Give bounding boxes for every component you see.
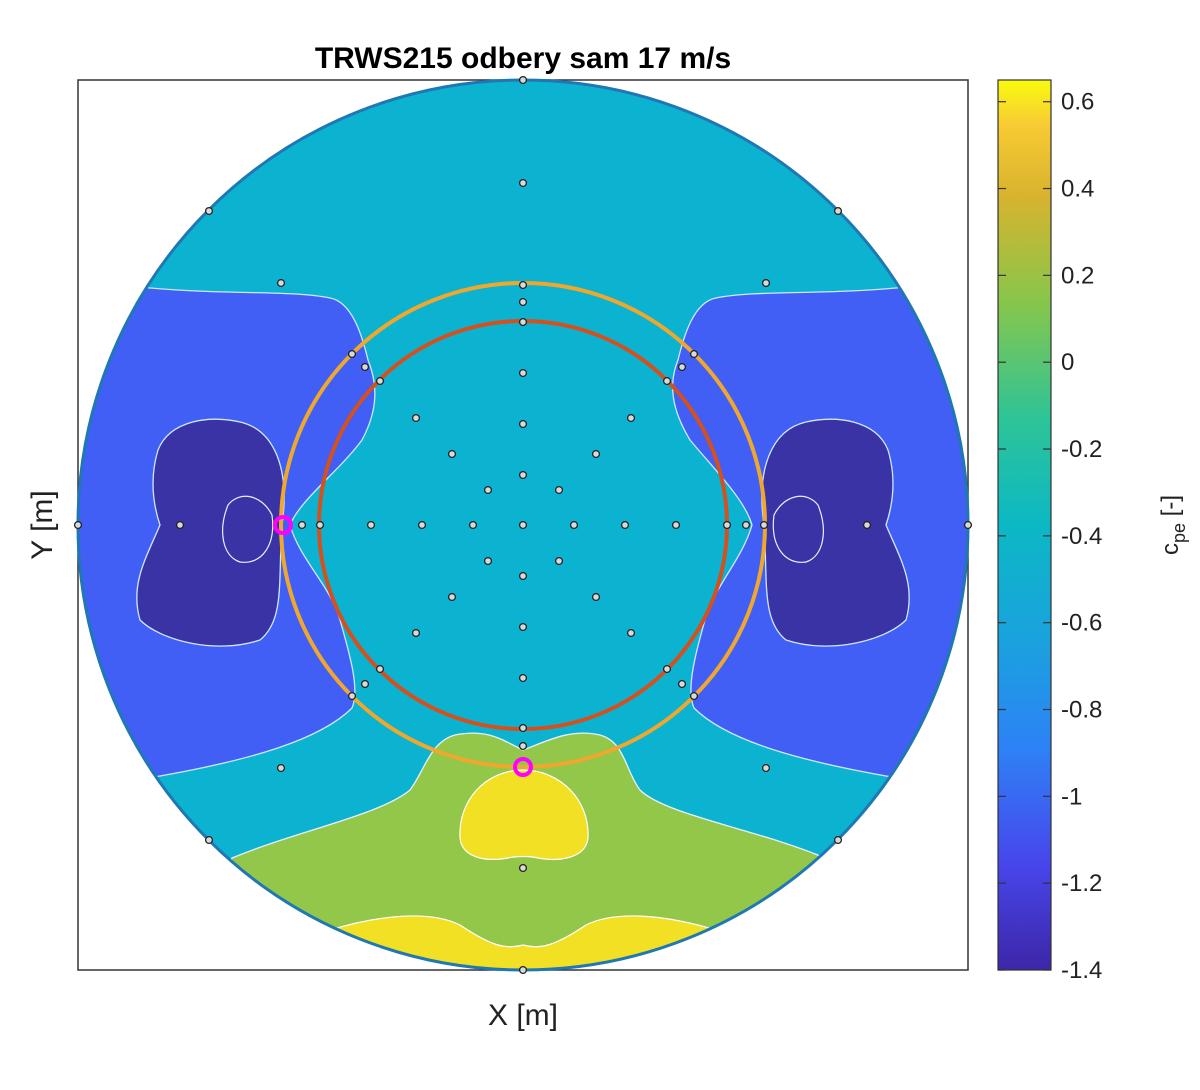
colorbar-tick-label: -1.4 [1061,957,1102,984]
contour-region-peak-center [459,769,589,860]
pressure-tap [662,664,672,674]
pressure-tap [417,520,427,530]
pressure-tap [662,376,672,386]
pressure-tap [276,763,286,773]
pressure-tap [204,206,214,216]
chart-title: TRWS215 odbery sam 17 m/s [315,42,731,75]
colorbar-tick-label: -1.2 [1061,870,1102,897]
pressure-tap [677,362,687,372]
pressure-tap [554,556,564,566]
pressure-tap [518,673,528,683]
colorbar: 0.6 0.4 0.2 0 -0.2 -0.4 -0.6 -0.8 -1 -1.2 -1.4 cpe… [997,79,1189,984]
pressure-tap [518,280,528,290]
pressure-tap [722,520,732,530]
pressure-tap [204,835,214,845]
pressure-tap [518,419,528,429]
pressure-tap [468,520,478,530]
pressure-tap [671,520,681,530]
pressure-tap [759,520,769,530]
pressure-tap [175,520,185,530]
pressure-tap [518,622,528,632]
contour-region-left-pocket [136,418,285,647]
pressure-tap [375,376,385,386]
pressure-tap [741,520,751,530]
pressure-tap [447,449,457,459]
pressure-tap [360,679,370,689]
pressure-tap [347,691,357,701]
pressure-tap [518,571,528,581]
x-axis-label: X [m] [488,999,558,1032]
contour-region-peak-bottom [284,915,762,970]
pressure-tap [518,741,528,751]
pressure-tap [315,520,325,530]
colorbar-tick-label: 0.2 [1061,262,1094,289]
colorbar-tick-label: -0.4 [1061,523,1102,550]
contour-region-right-pocket [761,418,910,647]
pressure-tap [375,664,385,674]
colorbar-scale [997,79,1052,971]
pressure-tap [833,206,843,216]
pressure-tap [518,863,528,873]
pressure-tap [447,592,457,602]
colorbar-tick-label: -0.6 [1061,610,1102,637]
colorbar-tick-label: 0.6 [1061,89,1094,116]
pressure-tap [620,520,630,530]
pressure-tap [677,679,687,689]
pressure-tap [518,470,528,480]
pressure-tap [591,592,601,602]
pressure-tap [626,413,636,423]
pressure-tap [276,278,286,288]
pressure-tap [366,520,376,530]
pressure-tap [73,520,83,530]
pressure-tap [554,485,564,495]
pressure-tap [689,349,699,359]
colorbar-tick-label: -0.2 [1061,436,1102,463]
y-axis-label: Y [m] [26,490,59,559]
colorbar-tick-label: -0.8 [1061,697,1102,724]
contour-region-right-core [772,495,824,563]
pressure-tap [689,691,699,701]
pressure-tap [963,520,973,530]
highlighted-tap-left [273,515,293,535]
highlighted-tap-bottom [513,757,533,777]
pressure-tap [518,368,528,378]
colorbar-tick-label: 0 [1061,349,1074,376]
pressure-tap [761,278,771,288]
pressure-tap [297,520,307,530]
pressure-tap [518,75,528,85]
colorbar-tick-label: -1 [1061,783,1082,810]
pressure-tap [411,628,421,638]
pressure-tap [347,349,357,359]
contour-region-left-core [222,495,274,563]
colorbar-tick-label: 0.4 [1061,176,1094,203]
pressure-taps [73,75,973,975]
pressure-tap [761,763,771,773]
pressure-tap [833,835,843,845]
pressure-tap [518,178,528,188]
pressure-tap [518,297,528,307]
colorbar-label: cpe [-] [1157,495,1189,555]
colorbar-ticks: 0.6 0.4 0.2 0 -0.2 -0.4 -0.6 -0.8 -1 -1.2 -1.4 [998,89,1102,984]
pressure-tap [591,449,601,459]
pressure-tap [569,520,579,530]
pressure-tap [360,362,370,372]
pressure-tap [483,485,493,495]
pressure-tap [483,556,493,566]
pressure-tap [518,723,528,733]
pressure-tap [518,317,528,327]
contour-field [78,80,968,970]
pressure-tap [518,965,528,975]
pressure-tap [411,413,421,423]
pressure-tap [518,520,528,530]
pressure-tap [626,628,636,638]
pressure-tap [862,520,872,530]
